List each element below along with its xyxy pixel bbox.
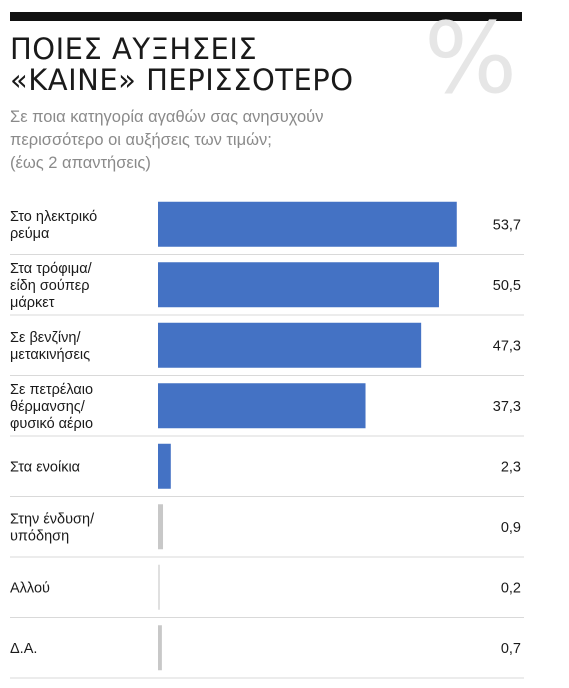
- top-rule: [10, 12, 522, 21]
- bar: [158, 504, 164, 550]
- value-label: 0,2: [501, 580, 521, 596]
- chart-title: ΠΟΙΕΣ ΑΥΞΗΣΕΙΣ «ΚΑΙΝΕ» ΠΕΡΙΣΣΟΤΕΡΟ: [10, 34, 410, 96]
- title-line-2: «ΚΑΙΝΕ» ΠΕΡΙΣΣΟΤΕΡΟ: [10, 63, 354, 97]
- category-label: Στα τρόφιμα/είδη σούπερ μάρκετ: [10, 261, 93, 311]
- bar-chart: Στο ηλεκτρικό ρεύμα 53,7 Στα τρόφιμα/είδη σ…: [10, 201, 524, 679]
- bar: [158, 443, 171, 489]
- title-line-1: ΠΟΙΕΣ ΑΥΞΗΣΕΙΣ: [10, 32, 258, 66]
- chart-subtitle: Σε ποια κατηγορία αγαθών σας ανησυχούν π…: [10, 106, 430, 175]
- bar: [158, 201, 457, 247]
- category-label: Στα ενοίκια: [10, 459, 80, 475]
- bar: [158, 262, 439, 308]
- value-label: 50,5: [493, 278, 521, 294]
- bar: [158, 383, 366, 429]
- percent-icon: %: [424, 2, 518, 116]
- value-label: 53,7: [493, 217, 521, 233]
- category-label: Σε βενζίνη/μετακινήσεις: [10, 330, 90, 363]
- category-label: Αλλού: [10, 580, 50, 596]
- value-label: 2,3: [501, 459, 521, 475]
- value-label: 37,3: [493, 399, 521, 415]
- value-label: 47,3: [493, 338, 521, 354]
- bar: [158, 564, 160, 610]
- value-label: 0,7: [501, 641, 521, 657]
- category-label: Δ.Α.: [10, 641, 37, 657]
- value-label: 0,9: [501, 520, 521, 536]
- subtitle-line-1: Σε ποια κατηγορία αγαθών σας ανησυχούν: [10, 108, 324, 126]
- category-label: Στην ένδυση/υπόδηση: [10, 511, 95, 544]
- category-label: Σε πετρέλαιο θέρμανσης/φυσικό αέριο: [10, 382, 93, 432]
- subtitle-line-2: περισσότερο οι αυξήσεις των τιμών;: [10, 131, 272, 149]
- bar: [158, 625, 162, 671]
- subtitle-line-3: (έως 2 απαντήσεις): [10, 154, 151, 172]
- bar: [158, 322, 422, 368]
- category-label: Στο ηλεκτρικό ρεύμα: [10, 209, 97, 242]
